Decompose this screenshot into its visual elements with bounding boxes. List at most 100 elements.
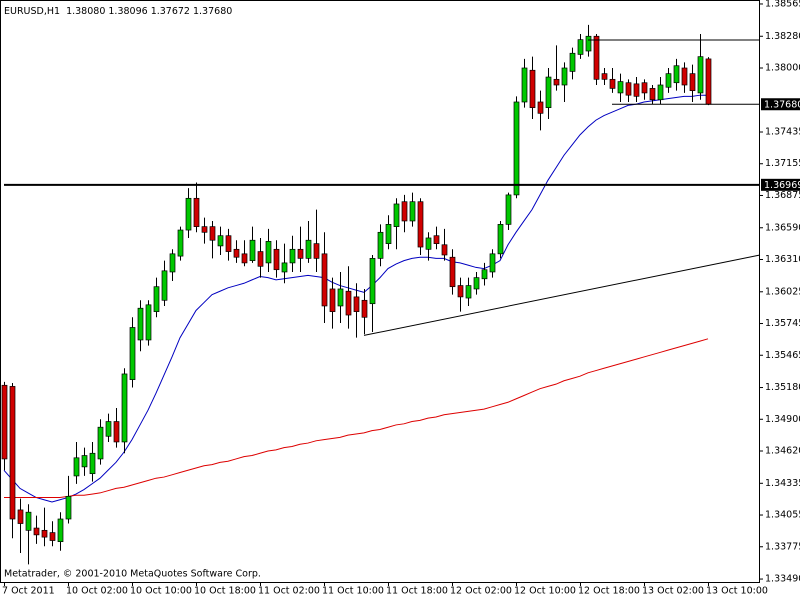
x-tick-label: 11 Oct 10:00 [322,586,384,597]
candle-body [281,262,288,273]
candle-body [489,253,496,273]
candle-body [217,235,224,247]
candle-body [705,58,712,105]
candle-body [89,452,96,475]
candle-body [601,73,608,80]
candle-body [305,239,312,259]
level-tag-label: 1.36969 [764,180,800,191]
candle-body [657,84,664,101]
candle-body [25,511,32,531]
candle-body [257,251,264,267]
header: EURUSD,H1 1.38080 1.38096 1.37672 1.37680 [4,6,232,17]
candle-body [481,269,488,280]
candle-body [673,65,680,84]
candle-body [649,88,656,101]
candle-body [505,194,512,225]
candle-body [185,197,192,231]
candle-body [33,527,40,536]
y-tick-label: 1.35465 [765,350,800,361]
candle-body [697,56,704,94]
y-tick-label: 1.35180 [765,382,800,393]
y-tick-label: 1.37435 [765,127,800,138]
candle-body [145,304,152,341]
y-tick-label: 1.33490 [765,574,800,585]
candle-body [361,299,368,318]
trendline [363,254,761,336]
y-tick-label: 1.34900 [765,414,800,425]
y-tick-label: 1.34620 [765,446,800,457]
candle-body [497,224,504,255]
x-tick-label: 12 Oct 10:00 [514,586,576,597]
y-tick-label: 1.38565 [765,0,800,9]
candle-body [449,256,456,288]
plot-area [1,24,712,565]
candle-body [345,290,352,316]
candle-body [73,457,80,477]
candle-body [369,258,376,305]
candle-body [241,253,248,264]
candle-body [265,241,272,264]
y-tick-label: 1.36875 [765,190,800,201]
candle-body [65,495,72,520]
candle-body [153,286,160,312]
plot-frame [0,0,760,583]
moving-average [4,338,709,498]
candle-body [521,67,528,103]
candle-body [417,201,424,248]
candle-body [561,67,568,86]
candle-body [41,529,48,538]
candle-body [569,52,576,72]
candle-body [49,532,56,541]
candle-body [625,82,632,96]
candle-body [225,235,232,252]
candle-body [161,270,168,301]
x-tick-label: 13 Oct 02:00 [642,586,704,597]
candle-body [393,203,400,227]
price-info: 1.38080 1.38096 1.37672 1.37680 [66,6,232,17]
candle-body [425,237,432,250]
candle-body [633,83,640,97]
candle-body [473,277,480,290]
candle-body [433,235,440,244]
candle-body [441,244,448,256]
candle-body [593,35,600,80]
candle-body [545,76,552,109]
candle-body [297,248,304,259]
y-tick-label: 1.36310 [765,254,800,265]
y-tick-label: 1.38280 [765,31,800,42]
level-tag-label: 1.37680 [764,99,800,110]
candle-body [537,101,544,114]
y-tick-label: 1.35745 [765,318,800,329]
candle-body [201,226,208,233]
candle-body [617,81,624,94]
copyright: Metatrader, © 2001-2010 MetaQuotes Softw… [4,569,261,580]
level-tag [761,178,800,191]
candle-body [169,253,176,273]
y-tick-label: 1.36590 [765,222,800,233]
candle-body [385,224,392,244]
candle-body [321,253,328,307]
candle-body [9,386,16,520]
y-tick-label: 1.36025 [765,286,800,297]
candle-body [249,239,256,261]
candle-body [273,248,280,271]
y-tick-label: 1.37155 [765,158,800,169]
x-tick-label: 13 Oct 10:00 [706,586,768,597]
candle-body [641,82,648,94]
x-tick-label: 11 Oct 02:00 [258,586,320,597]
candle-body [585,35,592,52]
x-tick-label: 10 Oct 02:00 [66,586,128,597]
x-tick-label: 7 Oct 2011 [2,586,55,597]
candle-body [377,231,384,259]
candle-body [665,73,672,88]
candle-body [121,373,128,443]
candle-body [57,518,64,543]
candle-body [577,39,584,55]
candle-body [1,384,8,460]
candle-body [137,307,144,341]
y-tick-label: 1.34055 [765,510,800,521]
candle-body [209,226,216,241]
candle-body [609,78,616,89]
